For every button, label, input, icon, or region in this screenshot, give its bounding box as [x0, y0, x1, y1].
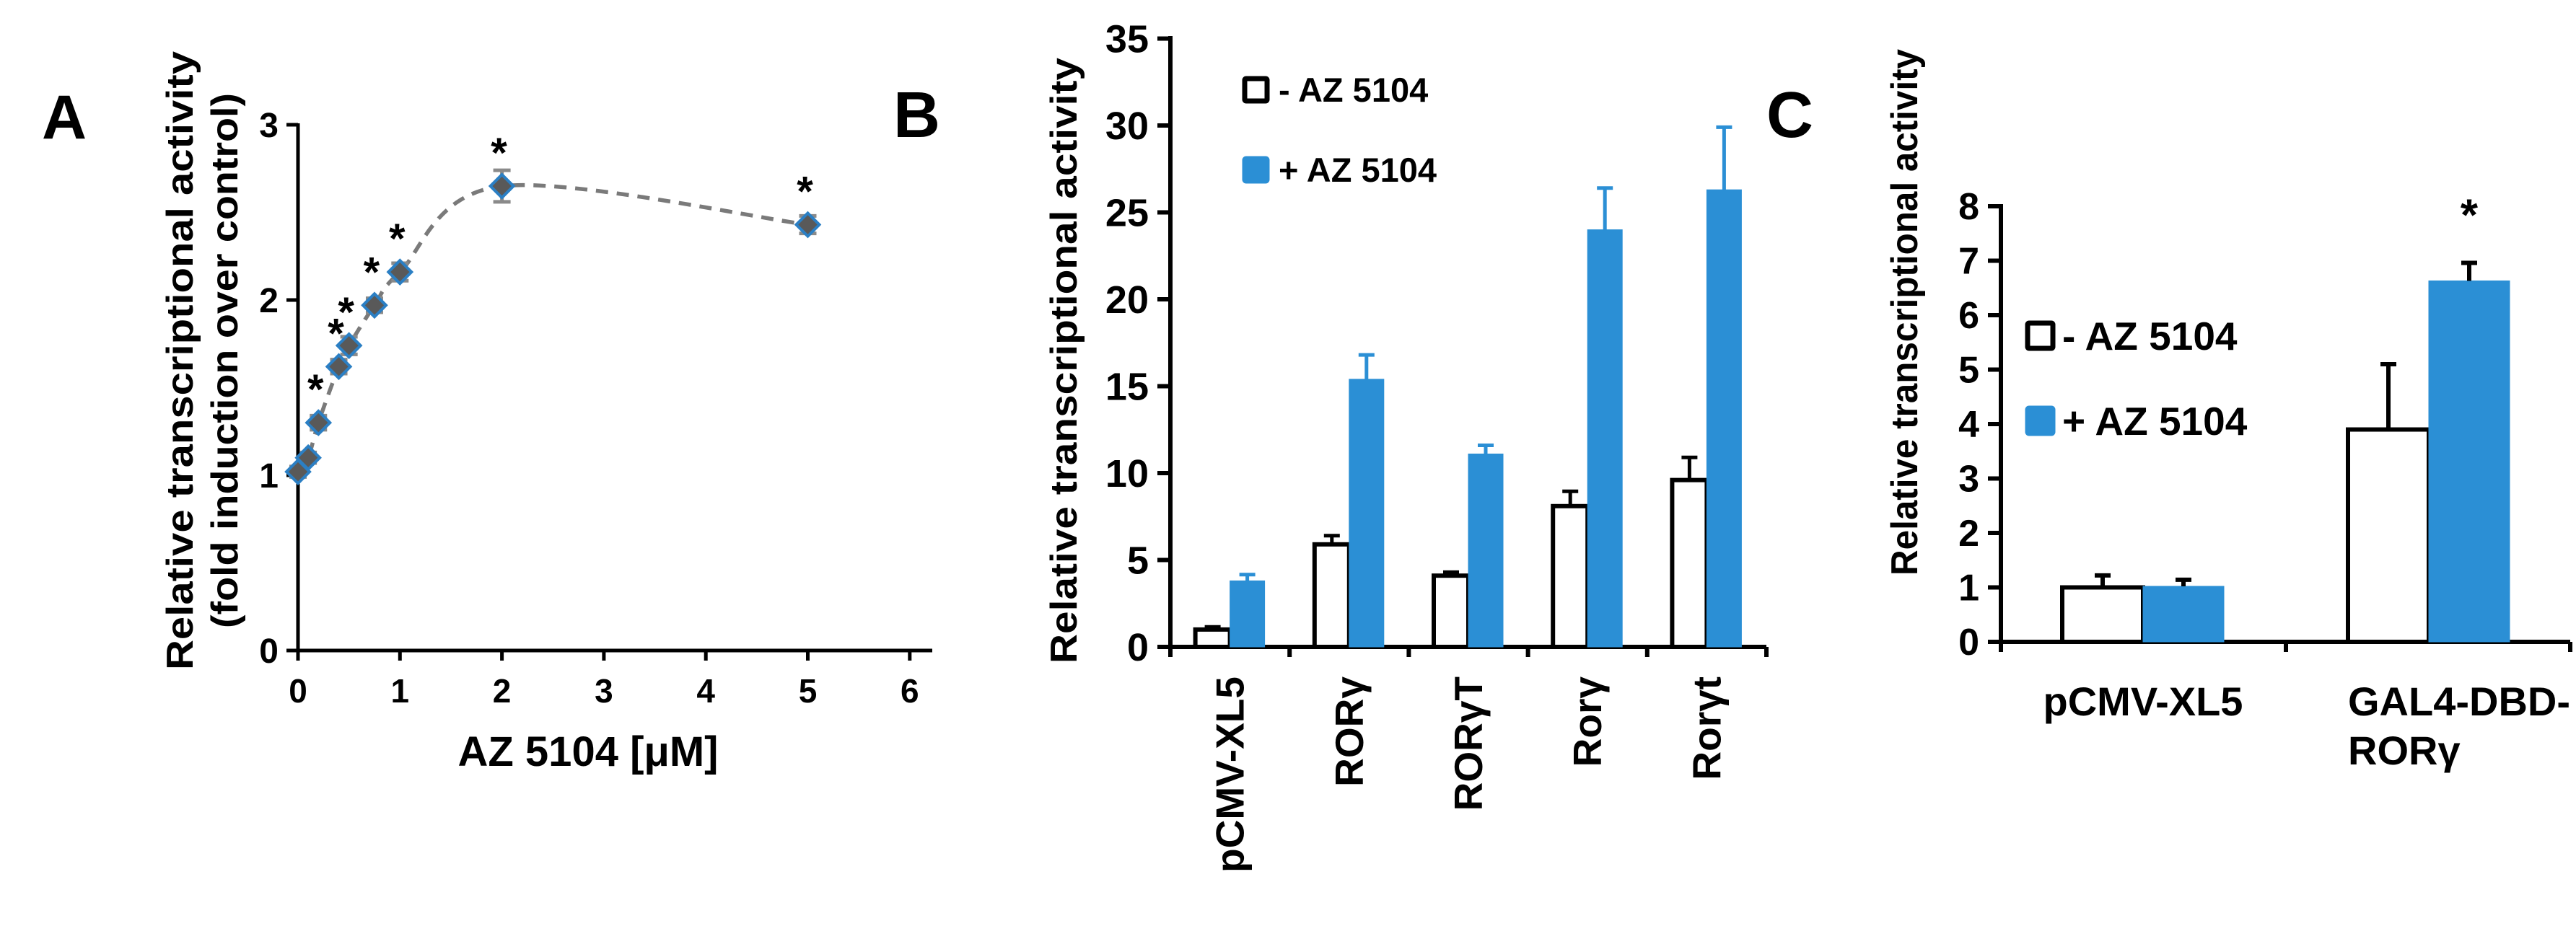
legend-swatch-filled: [1242, 156, 1270, 184]
bar-minus-az5104-5: [1670, 477, 1709, 650]
data-point-marker: [794, 211, 822, 239]
significance-star: *: [389, 216, 406, 263]
y-tick-label: 5: [1958, 350, 1979, 392]
y-axis-title-line1: Relative transcriptional activity: [159, 51, 201, 670]
significance-star: *: [797, 169, 813, 216]
bar-minus-az5104-2: [2346, 427, 2431, 644]
x-tick-label: 3: [595, 672, 613, 710]
significance-star: *: [2461, 191, 2479, 241]
y-tick-label: 15: [1105, 365, 1149, 408]
x-tick-label: 4: [696, 672, 715, 710]
bar-plus-az5104-2: [2428, 280, 2510, 643]
legend-label: + AZ 5104: [1279, 151, 1437, 189]
y-tick-label: 2: [259, 282, 279, 320]
panel-a: A 0 1 2 3 0 1 2 3 4 5 6 AZ 5104 [μM] Relative transcr…: [42, 51, 932, 775]
dose-response-dashed-curve: [296, 182, 808, 473]
category-label: Rorγt: [1684, 676, 1729, 780]
y-axis-title: Relative transcriptional activity: [1043, 58, 1085, 663]
bar-plus-az5104-5: [1706, 189, 1742, 648]
data-point-marker: [361, 291, 388, 319]
y-tick-label: 6: [1958, 295, 1979, 337]
data-point-marker: [325, 353, 353, 381]
y-tick-label: 4: [1958, 404, 1979, 446]
data-point-marker: [488, 172, 516, 200]
y-tick-label: 2: [1958, 513, 1979, 555]
y-tick-label: 0: [259, 632, 279, 671]
legend-label: - AZ 5104: [1279, 71, 1428, 109]
legend-swatch-open: [1242, 76, 1270, 104]
category-label-line: GAL4-DBD-: [2348, 679, 2570, 724]
y-tick-label: 3: [259, 107, 279, 145]
legend-label: + AZ 5104: [2062, 399, 2248, 444]
y-tick-label: 3: [1958, 459, 1979, 501]
significance-star: *: [364, 249, 380, 296]
category-label: RORγT: [1446, 676, 1491, 811]
significance-star: *: [307, 366, 324, 413]
y-tick-label: 0: [1127, 626, 1149, 669]
data-point-marker: [335, 332, 363, 360]
y-tick-label: 20: [1105, 278, 1149, 322]
category-label: RORγ: [1327, 676, 1372, 787]
x-tick-label: 1: [391, 672, 410, 710]
significance-star: *: [491, 130, 507, 177]
x-tick-label: 6: [901, 672, 919, 710]
y-axis-title-line2: (fold induction over control): [204, 93, 246, 628]
category-label-line: RORγ: [2348, 728, 2461, 773]
x-axis-title: AZ 5104 [μM]: [458, 728, 719, 775]
y-tick-label: 25: [1105, 191, 1149, 234]
y-tick-label: 0: [1958, 622, 1979, 663]
y-tick-label: 8: [1958, 186, 1979, 228]
panel-c-label: C: [1766, 79, 1813, 151]
category-label: pCMV-XL5: [2043, 679, 2243, 724]
bar-plus-az5104-2: [1349, 379, 1385, 648]
bar-plus-az5104-3: [1468, 453, 1504, 648]
y-tick-label: 35: [1105, 17, 1149, 61]
y-tick-label: 1: [259, 457, 279, 495]
data-point-marker: [294, 444, 322, 472]
panel-b-label: B: [893, 79, 940, 151]
x-tick-label: 0: [289, 672, 307, 710]
y-tick-label: 7: [1958, 241, 1979, 283]
data-point-marker: [305, 409, 333, 436]
category-label: pCMV-XL5: [1208, 676, 1253, 873]
category-label: Rorγ: [1565, 676, 1610, 767]
bar-minus-az5104-3: [1432, 573, 1471, 649]
y-tick-label: 10: [1105, 452, 1149, 495]
x-tick-label: 2: [493, 672, 512, 710]
y-tick-label: 5: [1127, 539, 1149, 582]
panel-c: C 0 1 2 3 4 5 6 7 8 Relative transcriptional activ…: [1766, 49, 2572, 773]
panel-a-label: A: [42, 83, 87, 152]
legend-swatch-filled: [2025, 405, 2056, 436]
legend-label: - AZ 5104: [2062, 314, 2238, 358]
significance-star: *: [328, 310, 344, 357]
bar-minus-az5104-1: [1193, 627, 1232, 650]
y-axis-title: Relative transcriptional activity: [1884, 49, 1926, 576]
significance-star: *: [338, 289, 354, 336]
bar-plus-az5104-1: [2142, 586, 2225, 643]
panel-b: B 0 5 10 15 20 25 30 35 Relative transcriptional …: [893, 17, 1769, 873]
panel-a-axes-line: [296, 123, 932, 653]
bar-plus-az5104-1: [1230, 580, 1266, 648]
bar-plus-az5104-4: [1587, 229, 1623, 648]
y-tick-label: 1: [1958, 568, 1979, 609]
bar-minus-az5104-2: [1312, 542, 1351, 649]
bar-minus-az5104-1: [2060, 585, 2145, 644]
legend-swatch-open: [2025, 320, 2056, 351]
data-point-marker: [386, 258, 414, 286]
y-tick-label: 30: [1105, 105, 1149, 148]
x-tick-label: 5: [799, 672, 818, 710]
bar-minus-az5104-4: [1551, 503, 1590, 649]
